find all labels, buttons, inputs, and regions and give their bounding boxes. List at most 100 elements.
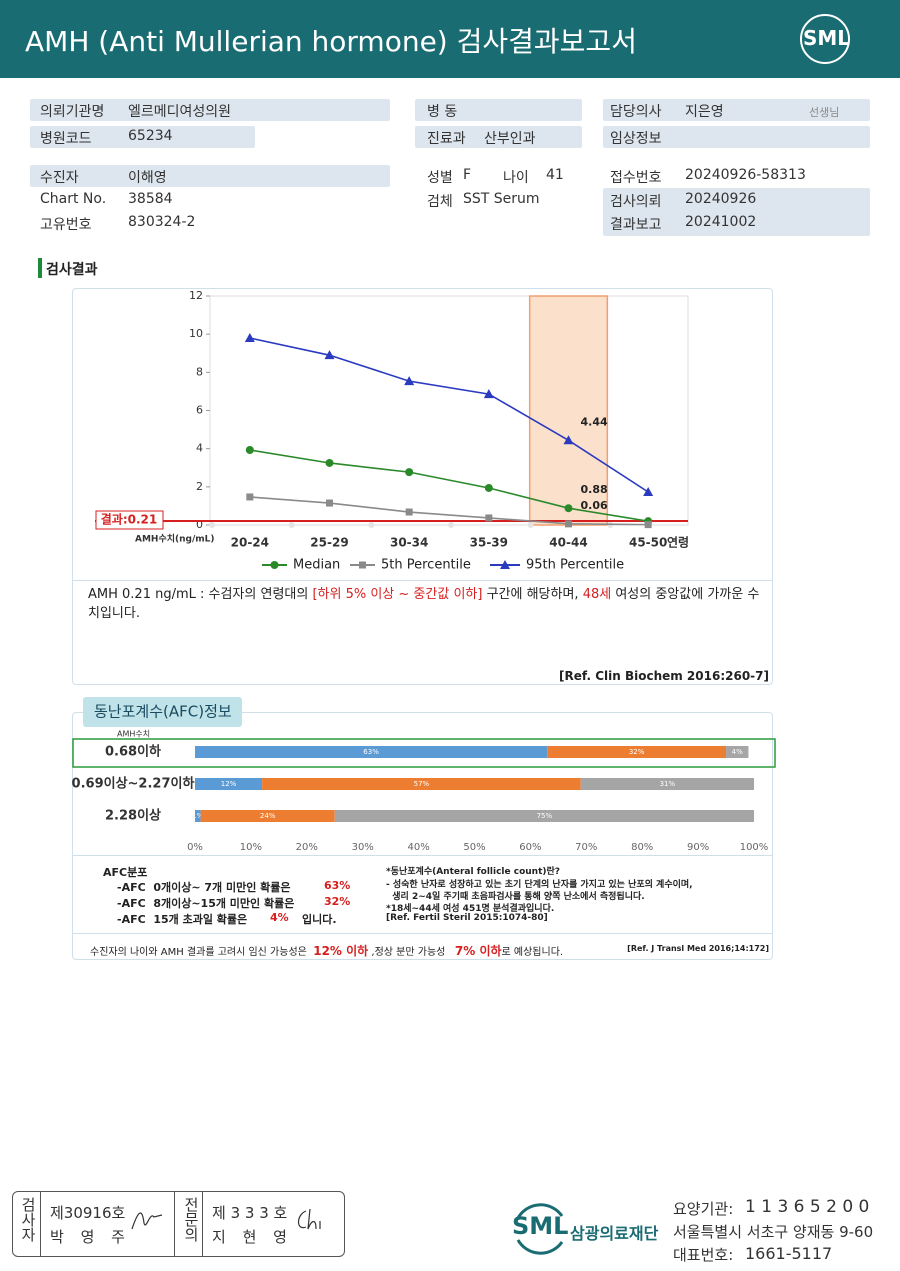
value-label: 4% bbox=[732, 748, 743, 756]
series-line bbox=[249, 449, 649, 522]
afc-note: 생리 2~4일 주기때 초음파검사를 통해 양쪽 난소에서 측정됩니다. bbox=[386, 892, 645, 902]
bar-segment bbox=[726, 746, 749, 758]
x-axis-label: 연령 bbox=[667, 535, 689, 550]
field-value: F bbox=[463, 167, 472, 183]
signer-name: 지 현 영 bbox=[212, 1228, 293, 1246]
reference: [Ref. J Transl Med 2016;14:172] bbox=[627, 944, 769, 953]
address: 서울특별시 서초구 양재동 9-60 bbox=[673, 1223, 874, 1241]
afc-prob: 63% bbox=[324, 879, 351, 892]
row-highlight bbox=[72, 738, 776, 768]
value-label: 0.88 bbox=[581, 483, 608, 496]
text: 여성의 중앙값에 가까운 수치입니다. bbox=[88, 587, 760, 621]
interpretation: AMH 0.21 ng/mL : 수검자의 연령대의 [하위 5% 이상 ~ 중… bbox=[88, 585, 768, 623]
field-label: 고유번호 bbox=[40, 217, 92, 233]
y-tick-label: 12 bbox=[189, 289, 203, 302]
honorific: 선생님 bbox=[809, 106, 840, 119]
section-marker bbox=[38, 258, 42, 278]
series-line bbox=[249, 496, 649, 526]
highlight-text: [하위 5% 이상 ~ 중간값 이하] bbox=[312, 587, 483, 602]
field-value: SST Serum bbox=[463, 191, 540, 207]
afc-line: -AFC 15개 초과일 확률은 bbox=[117, 913, 248, 926]
afc-line: -AFC 8개이상~15개 미만인 확률은 bbox=[117, 897, 295, 910]
axis-dot bbox=[448, 522, 454, 528]
field-label: 담당의사 bbox=[610, 104, 662, 120]
axis-dot bbox=[527, 522, 534, 528]
y-tick-label: 8 bbox=[196, 365, 203, 378]
field-label: 의뢰기관명 bbox=[40, 104, 105, 120]
bar-segment bbox=[195, 746, 548, 758]
field-value: 이해영 bbox=[128, 170, 167, 186]
field-value: 산부인과 bbox=[484, 131, 536, 147]
afc-note: *동난포계수(Anteral follicle count)란? bbox=[386, 867, 560, 877]
text: AMH 0.21 ng/mL : 수검자의 연령대의 bbox=[88, 587, 313, 602]
x-tick-label: 60% bbox=[519, 842, 541, 853]
field-value: 38584 bbox=[128, 191, 173, 207]
highlight-text: 12% 이하 bbox=[313, 944, 369, 958]
x-tick-label: 35-39 bbox=[470, 536, 508, 550]
y-tick-label: 0.68이하 bbox=[105, 744, 161, 760]
org-name: 삼광의료재단 bbox=[570, 1224, 659, 1243]
x-tick-label: 50% bbox=[463, 842, 485, 853]
signature-title: 전문의 bbox=[182, 1197, 200, 1242]
bar-segment bbox=[580, 778, 754, 790]
x-tick-label: 40% bbox=[407, 842, 429, 853]
y-tick-label: 6 bbox=[196, 404, 203, 417]
afc-title: AFC분포 bbox=[103, 866, 148, 879]
reference: [Ref. Clin Biochem 2016:260-7] bbox=[559, 669, 769, 683]
field-value: 엘르메디여성의원 bbox=[128, 104, 232, 120]
point bbox=[483, 389, 494, 399]
x-tick-label: 100% bbox=[740, 842, 769, 853]
value-label: 75% bbox=[537, 812, 553, 820]
field-label: 검체 bbox=[427, 194, 453, 210]
text: ,정상 분만 가능성 bbox=[371, 947, 446, 958]
bar-segment bbox=[547, 746, 727, 758]
field-label: 진료과 bbox=[427, 131, 466, 147]
field-label: Chart No. bbox=[40, 191, 107, 207]
footer-logo-ring bbox=[516, 1203, 564, 1255]
field-value: 20241002 bbox=[685, 214, 757, 230]
logo-ring bbox=[800, 14, 850, 64]
bar-segment bbox=[195, 778, 263, 790]
value-label: 1% bbox=[192, 812, 203, 820]
field-value: 41 bbox=[546, 167, 564, 183]
y-tick-label: 2.28이상 bbox=[105, 808, 161, 824]
field-label: 임상정보 bbox=[610, 131, 662, 147]
point bbox=[563, 435, 574, 445]
field-label: 접수번호 bbox=[610, 170, 662, 186]
code: 1 1 3 6 5 2 0 0 bbox=[745, 1197, 870, 1217]
signature-scribble bbox=[297, 1208, 321, 1230]
divider bbox=[72, 933, 773, 934]
afc-note: [Ref. Fertil Steril 2015:1074-80] bbox=[386, 913, 548, 923]
afc-note: - 성숙한 난자로 성장하고 있는 초기 단계의 난자를 가지고 있는 난포의 … bbox=[386, 880, 693, 890]
point bbox=[643, 486, 654, 496]
point bbox=[500, 560, 510, 569]
field-label: 나이 bbox=[503, 170, 529, 186]
point bbox=[325, 458, 334, 467]
y-tick-label: 2 bbox=[196, 480, 203, 493]
license: 제30916호 bbox=[50, 1204, 126, 1222]
section-title: 검사결과 bbox=[46, 262, 98, 278]
point bbox=[326, 499, 333, 507]
y-tick-label: 4 bbox=[196, 442, 203, 455]
value-label: 0.06 bbox=[581, 499, 608, 512]
x-tick-label: 90% bbox=[687, 842, 709, 853]
x-tick-label: 40-44 bbox=[549, 536, 587, 550]
afc-line: 입니다. bbox=[302, 913, 337, 926]
plot-area bbox=[209, 295, 689, 526]
value-label: 4.44 bbox=[581, 415, 608, 428]
signer-name: 박 영 주 bbox=[50, 1228, 131, 1246]
field-label: 검사의뢰 bbox=[610, 194, 662, 210]
x-tick-label: 25-29 bbox=[310, 536, 348, 550]
text: 로 예상됩니다. bbox=[501, 947, 564, 958]
point bbox=[246, 493, 254, 501]
point bbox=[405, 508, 413, 516]
bar-segment bbox=[334, 810, 754, 822]
field-value: 20240926-58313 bbox=[685, 167, 806, 183]
footer-logo: SML bbox=[512, 1212, 569, 1240]
prognosis: 수진자의 나이와 AMH 결과를 고려시 임신 가능성은 12% 이하 ,정상 … bbox=[90, 942, 563, 959]
axis-dot bbox=[209, 522, 215, 528]
bar-segment bbox=[262, 778, 581, 790]
field-value: 지은영 bbox=[685, 104, 724, 120]
